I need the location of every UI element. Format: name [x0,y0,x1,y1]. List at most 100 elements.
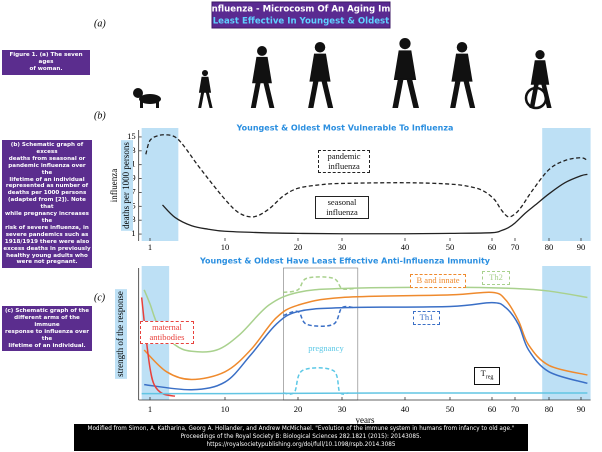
series-label-text: maternal antibodies [149,322,185,342]
caption-line: response to influenza over the [4,328,90,342]
x-tick-label: 1 [148,242,152,252]
silhouette [524,86,548,110]
x-tick-label: 20 [294,242,303,252]
caption-line: severe pandemics such as [5,231,89,238]
series-label: Th2 [482,271,510,285]
y-tick-label: 3 [131,214,135,224]
series-line [145,134,588,218]
silhouette [198,76,212,93]
x-tick-label: 10 [221,404,230,414]
series-line [141,392,588,395]
caption: (b) Schematic graph of excess deaths from… [2,140,92,269]
x-tick-label: 80 [545,242,554,252]
silhouette [451,53,473,82]
x-tick-label: 10 [221,242,230,252]
x-tick-label: 20 [294,404,303,414]
x-tick-label: 40 [401,404,410,414]
silhouette [198,92,213,108]
caption-line: deaths from seasonal or [8,155,86,162]
y-tick-label: 15 [127,131,136,141]
chart-title: Youngest & Oldest Have Least Effective A… [199,257,491,266]
caption-line: represented as number of [5,183,89,190]
y-tick-label: 9 [131,173,135,183]
citation: Modified from Simon, A. Katharina, Georg… [74,424,528,451]
x-tick-label: 80 [545,404,554,414]
y-axis-label: strength of the response [115,291,125,377]
silhouette [535,50,545,60]
caption-line: risk of severe influenza, in [5,224,89,231]
series-line [283,276,355,294]
y-axis-label-bg [115,289,127,379]
series-label-text: Th1 [419,312,434,322]
series-label: pandemic influenza [318,150,370,173]
caption-line: lifetime of an individual. [8,342,86,349]
caption-line: (c) Schematic graph of the [4,308,90,314]
caption-line: healthy young adults who [6,252,88,259]
panel-label: (a) [94,18,106,29]
silhouette [393,50,417,80]
silhouette [399,38,411,50]
caption-line: lifetime of an individual [9,176,85,183]
x-axis-label: years [356,415,375,425]
series-label-text: B and innate [416,275,460,285]
citation-line: Proceedings of the Royal Society B: Biol… [180,434,422,440]
silhouette [308,80,334,108]
series-line [143,291,588,381]
silhouette [314,42,326,53]
silhouette [250,81,275,108]
series-label-text: T [480,368,486,378]
silhouette [139,94,161,104]
subtitle: Least Effective In Youngest & Oldest [213,17,390,27]
caption-line: of woman. [29,65,63,72]
chart-title: Youngest & Oldest Most Vulnerable To Inf… [236,124,454,133]
series-label: maternal antibodies [140,321,194,344]
title-box [211,1,391,29]
caption-line: were not pregnant. [16,259,78,266]
x-tick-label: 50 [446,242,455,252]
silhouettes [133,38,552,110]
y-tick-label: 1 [131,228,135,238]
series-line [283,305,355,327]
silhouette [392,78,419,108]
series-label: Treg [474,367,500,386]
y-tick-label: 5 [131,200,135,210]
y-tick-label: 7 [131,186,135,196]
silhouette [140,100,143,108]
silhouette [456,42,468,53]
x-tick-label: 40 [401,242,410,252]
x-tick-label: 90 [577,242,586,252]
highlight [141,128,179,241]
series-label: Th1 [413,311,440,325]
y-axis-label-bg [121,140,133,231]
series-label-text: Th2 [489,272,503,282]
caption-line: 1918/1919 there were also [4,238,90,245]
caption-line: Figure 1. (a) The seven ages [9,52,83,65]
silhouette [450,80,476,108]
caption-line: deaths per 1000 persons [7,190,87,197]
citation-line: Modified from Simon, A. Katharina, Georg… [87,426,515,432]
panel-label: (c) [94,292,106,303]
y-axis-label: influenza [109,169,119,202]
silhouette [530,60,550,85]
x-tick-label: 90 [577,404,586,414]
silhouette [309,53,331,82]
series-label-text: seasonal influenza [326,197,358,217]
series-label: seasonal influenza [315,196,369,219]
x-tick-label: 50 [446,404,455,414]
series-line [144,301,588,391]
series-line [283,367,349,395]
caption-line: excess deaths in previously [3,245,91,252]
x-tick-label: 70 [511,242,520,252]
caption: (c) Schematic graph of the different arms… [2,306,92,352]
caption-line: while pregnancy increases the [5,211,89,224]
citation-line: https://royalsocietypublishing.org/doi/f… [206,442,396,448]
caption-line: different arms of the immune [14,314,80,328]
x-tick-label: 60 [488,404,497,414]
silhouette [156,100,159,108]
caption-line: (adapted from [2]). Note that [8,197,86,211]
title: Immunity To Influenza - Microcosm Of An … [146,5,456,15]
caption-line: pandemic influenza over the [8,162,86,176]
silhouette [133,88,143,98]
